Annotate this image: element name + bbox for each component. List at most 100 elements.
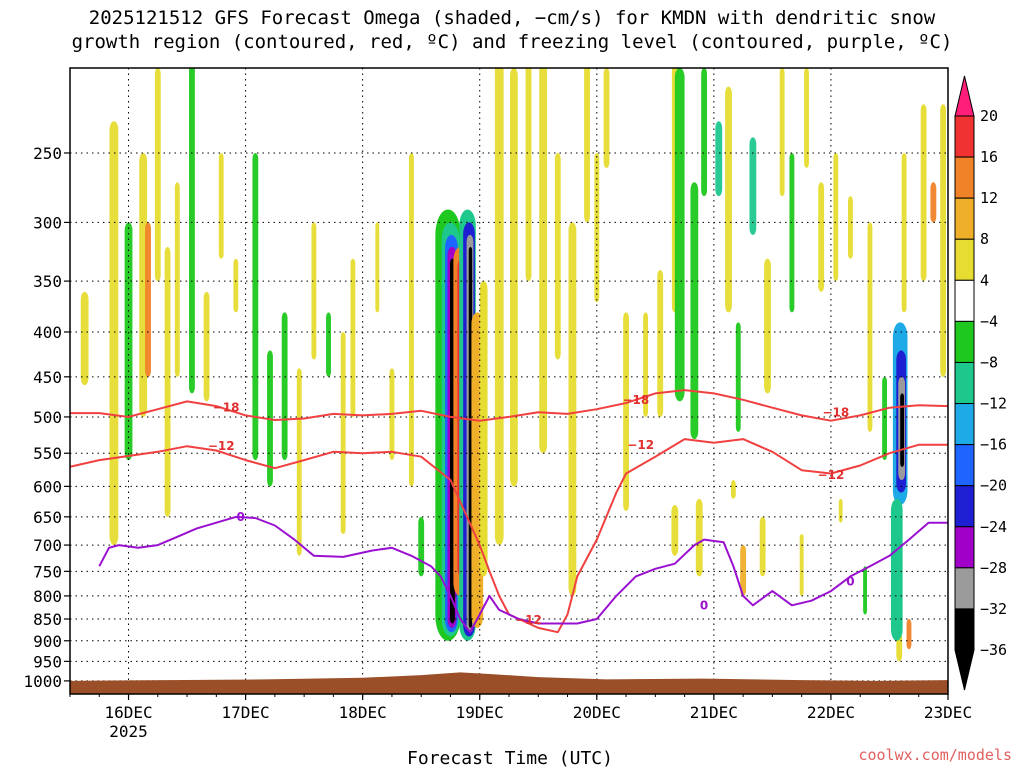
title-line-2: growth region (contoured, red, ºC) and f… — [71, 31, 953, 53]
omega-cell — [154, 68, 161, 282]
label-zero: 0 — [237, 510, 245, 524]
omega-core — [890, 498, 903, 641]
y-tick-label: 600 — [33, 477, 62, 496]
colorbar-label: −8 — [980, 353, 998, 371]
colorbar-label: −24 — [980, 518, 1007, 536]
x-axis-label: Forecast Time (UTC) — [407, 748, 613, 768]
omega-cell — [657, 270, 664, 417]
omega-cell — [833, 152, 839, 282]
x-tick-label: 18DEC — [339, 703, 387, 722]
x-tick-label: 16DEC — [104, 703, 152, 722]
grid-lines — [70, 68, 949, 694]
label-minus18: −18 — [822, 405, 849, 419]
colorbar-label: 4 — [980, 271, 989, 289]
colorbar-label: 16 — [980, 148, 998, 166]
omega-cell — [584, 68, 590, 223]
y-tick-label: 850 — [33, 610, 62, 629]
omega-cell — [863, 566, 868, 615]
y-tick-label: 500 — [33, 408, 62, 427]
freezing-level-contour — [98, 515, 948, 634]
omega-cell — [409, 152, 414, 487]
colorbar-swatch — [954, 115, 975, 158]
omega-cell — [882, 376, 888, 461]
y-tick-label: 250 — [33, 144, 62, 163]
colorbar-top-arrow — [954, 75, 975, 117]
x-tick-label: 21DEC — [690, 703, 738, 722]
omega-cell — [525, 68, 532, 282]
y-tick-label: 1000 — [23, 672, 62, 691]
label-minus18: −18 — [213, 401, 240, 415]
omega-cell — [730, 479, 736, 499]
y-tick-label: 700 — [33, 536, 62, 555]
omega-cell — [838, 498, 843, 523]
colorbar-swatch — [954, 608, 975, 651]
omega-cell — [920, 104, 927, 282]
omega-cell — [340, 331, 346, 535]
x-tick-label: 17DEC — [222, 703, 270, 722]
omega-cell — [701, 68, 708, 197]
colorbar-swatch — [954, 361, 975, 405]
omega-cell — [789, 152, 795, 313]
omega-cell — [725, 86, 732, 313]
omega-cell — [740, 545, 747, 596]
y-tick-label: 800 — [33, 587, 62, 606]
y-tick-label: 400 — [33, 323, 62, 342]
colorbar-label: −12 — [980, 395, 1007, 413]
omega-cell — [252, 152, 259, 461]
label-minus12: −12 — [627, 438, 654, 452]
omega-cell — [418, 516, 425, 577]
y-tick-label: 450 — [33, 368, 62, 387]
omega-core — [900, 393, 905, 467]
colorbar-label: −28 — [980, 559, 1007, 577]
x-tick-label: 23DEC — [924, 703, 972, 722]
omega-cell — [799, 534, 804, 596]
y-tick-label: 550 — [33, 444, 62, 463]
omega-cell — [901, 152, 907, 313]
omega-core — [468, 246, 473, 628]
colorbar-swatch — [954, 238, 975, 281]
omega-cell — [218, 152, 224, 259]
colorbar-label: −32 — [980, 600, 1007, 618]
y-tick-label: 300 — [33, 213, 62, 232]
x-tick-label: 19DEC — [456, 703, 504, 722]
omega-cell — [174, 182, 180, 377]
omega-cell — [80, 291, 89, 386]
plot-frame — [69, 67, 949, 695]
colorbar-swatch — [954, 526, 975, 569]
omega-cell — [568, 222, 577, 596]
colorbar-label: 20 — [980, 107, 998, 125]
omega-cell — [203, 291, 210, 402]
site-credit[interactable]: coolwx.com/models — [858, 746, 1012, 764]
omega-cell — [671, 504, 679, 556]
omega-cell — [674, 68, 685, 402]
colorbar: 20 16 12 8 4 −4 −8 −12 −16 −20 −24 −28 −32 −36 — [954, 75, 1007, 691]
omega-cell — [145, 222, 151, 377]
y-axis: 250 300 350 400 450 500 550 600 650 700 750 800 850 9… — [23, 144, 70, 691]
omega-cell — [281, 312, 288, 461]
dgz-minus18-contour — [70, 389, 948, 422]
omega-cell — [109, 121, 119, 546]
colorbar-label: −16 — [980, 436, 1007, 454]
omega-cell — [804, 68, 809, 168]
omega-cell — [643, 312, 649, 417]
label-minus12: −12 — [515, 613, 542, 627]
contours: −18 −18 −18 −12 −12 −12 −12 0 0 0 — [70, 389, 948, 634]
x-tick-label: 20DEC — [573, 703, 621, 722]
omega-cell — [509, 68, 518, 487]
omega-cell — [311, 222, 317, 360]
omega-shading — [80, 68, 947, 662]
y-tick-label: 650 — [33, 508, 62, 527]
y-tick-label: 950 — [33, 652, 62, 671]
omega-cell — [735, 322, 741, 432]
colorbar-swatch — [954, 197, 975, 240]
x-tick-label: 22DEC — [807, 703, 855, 722]
label-minus18: −18 — [622, 393, 649, 407]
colorbar-label: 12 — [980, 189, 998, 207]
terrain-surface — [70, 672, 948, 694]
colorbar-label: −36 — [980, 641, 1007, 659]
omega-cell — [695, 498, 703, 577]
omega-cell — [375, 222, 380, 313]
omega-cell — [603, 68, 610, 168]
